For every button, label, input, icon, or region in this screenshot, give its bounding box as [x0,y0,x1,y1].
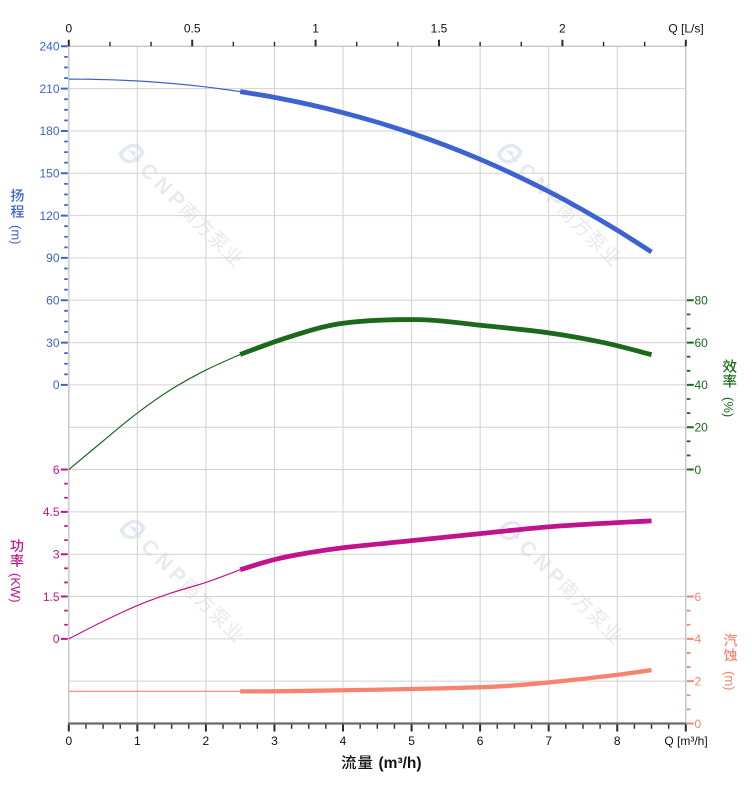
svg-text:3: 3 [271,734,278,748]
svg-text:120: 120 [39,209,59,223]
svg-text:0.5: 0.5 [184,22,201,36]
svg-text:80: 80 [695,294,709,308]
svg-text:6: 6 [477,734,484,748]
svg-text:Q [m³/h]: Q [m³/h] [664,734,707,748]
svg-text:1.5: 1.5 [43,590,60,604]
svg-text:60: 60 [695,336,709,350]
svg-text:0: 0 [53,632,60,646]
svg-text:3: 3 [53,548,60,562]
svg-text:90: 90 [46,251,60,265]
svg-text:30: 30 [46,336,60,350]
svg-text:1.5: 1.5 [431,22,448,36]
svg-text:(%): (%) [721,397,736,417]
svg-text:2: 2 [695,675,702,689]
svg-text:20: 20 [695,421,709,435]
svg-text:40: 40 [695,378,709,392]
svg-text:6: 6 [53,463,60,477]
svg-text:240: 240 [39,40,59,54]
svg-text:0: 0 [695,463,702,477]
svg-text:(KW): (KW) [8,573,23,603]
svg-text:8: 8 [614,734,621,748]
svg-text:0: 0 [65,22,72,36]
svg-text:0: 0 [53,378,60,392]
svg-text:4: 4 [695,632,702,646]
svg-text:180: 180 [39,124,59,138]
svg-text:6: 6 [695,590,702,604]
svg-text:4.5: 4.5 [43,505,60,519]
svg-text:5: 5 [408,734,415,748]
svg-text:60: 60 [46,294,60,308]
svg-text:(m): (m) [722,671,737,691]
svg-text:1: 1 [134,734,141,748]
svg-text:0: 0 [65,734,72,748]
svg-text:2: 2 [559,22,566,36]
svg-text:(m): (m) [9,225,24,245]
svg-text:4: 4 [340,734,347,748]
svg-text:Q [L/s]: Q [L/s] [668,22,703,36]
svg-text:0: 0 [695,717,702,731]
svg-text:7: 7 [545,734,552,748]
svg-text:150: 150 [39,167,59,181]
svg-text:2: 2 [203,734,210,748]
svg-text:(m³/h): (m³/h) [379,755,422,772]
svg-text:210: 210 [39,82,59,96]
svg-text:1: 1 [312,22,319,36]
